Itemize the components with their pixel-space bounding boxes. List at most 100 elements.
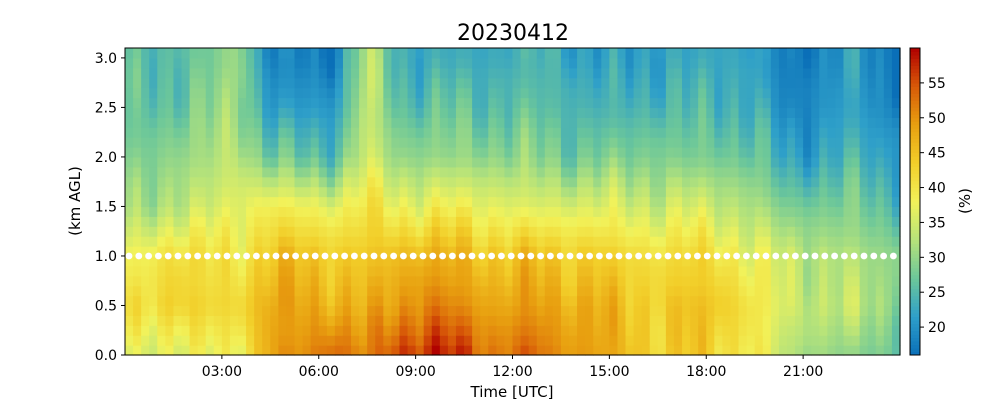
- heatmap-cell: [318, 127, 328, 138]
- heatmap-cell: [286, 335, 296, 346]
- heatmap-cell: [351, 127, 360, 138]
- heatmap-cell: [342, 107, 352, 118]
- heatmap-cell: [682, 255, 691, 267]
- heatmap-cell: [552, 255, 562, 267]
- heatmap-cell: [609, 137, 619, 148]
- heatmap-cell: [577, 275, 586, 287]
- colorbar-segment: [910, 152, 920, 157]
- heatmap-cell: [439, 186, 449, 198]
- heatmap-cell: [189, 147, 199, 158]
- heatmap-cell: [657, 196, 667, 208]
- heatmap-cell: [811, 305, 820, 316]
- heatmap-cell: [819, 137, 828, 148]
- heatmap-cells: [125, 48, 901, 356]
- heatmap-cell: [125, 325, 134, 336]
- heatmap-cell: [488, 335, 497, 346]
- heatmap-cell: [278, 137, 288, 148]
- heatmap-cell: [181, 196, 191, 208]
- heatmap-cell: [254, 335, 263, 346]
- heatmap-cell: [609, 97, 619, 109]
- heatmap-cell: [803, 67, 812, 79]
- heatmap-cell: [835, 107, 845, 118]
- heatmap-cell: [439, 166, 449, 178]
- heatmap-cell: [617, 196, 627, 208]
- heatmap-cell: [673, 107, 683, 118]
- heatmap-cell: [464, 186, 473, 198]
- heatmap-cell: [423, 166, 433, 178]
- heatmap-cell: [657, 176, 667, 188]
- heatmap-cell: [415, 295, 425, 307]
- heatmap-cell: [795, 236, 804, 247]
- heatmap-cell: [318, 77, 328, 89]
- heatmap-cell: [859, 117, 869, 128]
- heatmap-cell: [827, 196, 837, 208]
- heatmap-cell: [625, 246, 635, 257]
- heatmap-cell: [431, 67, 441, 79]
- heatmap-cell: [197, 196, 207, 208]
- heatmap-cell: [189, 156, 199, 168]
- heatmap-cell: [407, 285, 417, 297]
- heatmap-cell: [359, 97, 368, 109]
- heatmap-cell: [407, 216, 417, 227]
- heatmap-cell: [149, 265, 158, 277]
- heatmap-cell: [609, 57, 619, 69]
- heatmap-cell: [585, 127, 594, 138]
- heatmap-cell: [528, 137, 538, 148]
- marker-dot: [821, 252, 829, 260]
- heatmap-cell: [213, 87, 223, 99]
- heatmap-cell: [625, 77, 635, 89]
- colorbar-segment: [910, 131, 920, 136]
- heatmap-cell: [625, 166, 635, 178]
- heatmap-cell: [698, 196, 707, 208]
- heatmap-cell: [367, 176, 376, 188]
- heatmap-cell: [318, 216, 328, 227]
- heatmap-cell: [197, 335, 207, 346]
- heatmap-cell: [770, 305, 780, 316]
- heatmap-cell: [617, 107, 627, 118]
- heatmap-cell: [326, 117, 336, 128]
- heatmap-cell: [738, 186, 748, 198]
- heatmap-cell: [552, 335, 562, 346]
- heatmap-cell: [795, 48, 804, 59]
- heatmap-cell: [770, 127, 780, 138]
- heatmap-cell: [552, 127, 562, 138]
- heatmap-cell: [859, 226, 869, 237]
- heatmap-cell: [294, 196, 304, 208]
- colorbar-segment: [910, 177, 920, 182]
- heatmap-cell: [246, 48, 255, 59]
- heatmap-cell: [326, 216, 336, 227]
- heatmap-cell: [278, 67, 288, 79]
- heatmap-cell: [415, 325, 425, 336]
- heatmap-cell: [633, 137, 643, 148]
- heatmap-cell: [342, 77, 352, 89]
- heatmap-cell: [464, 166, 473, 178]
- heatmap-cell: [843, 345, 853, 356]
- heatmap-cell: [189, 87, 199, 99]
- heatmap-cell: [407, 325, 417, 336]
- heatmap-cell: [342, 117, 352, 128]
- heatmap-cell: [827, 97, 837, 109]
- colorbar-segment: [910, 341, 920, 346]
- heatmap-cell: [722, 67, 732, 79]
- heatmap-cell: [173, 335, 183, 346]
- heatmap-cell: [577, 246, 586, 257]
- heatmap-cell: [520, 216, 530, 227]
- heatmap-cell: [633, 127, 643, 138]
- heatmap-cell: [512, 57, 522, 69]
- heatmap-cell: [141, 48, 150, 59]
- heatmap-cell: [310, 345, 320, 356]
- heatmap-cell: [569, 255, 578, 267]
- heatmap-cell: [762, 87, 772, 99]
- heatmap-cell: [528, 265, 538, 277]
- heatmap-cell: [254, 345, 263, 356]
- heatmap-cell: [746, 305, 756, 316]
- heatmap-cell: [843, 97, 853, 109]
- heatmap-cell: [334, 345, 344, 356]
- heatmap-cell: [665, 186, 675, 198]
- heatmap-cell: [262, 295, 271, 307]
- heatmap-cell: [617, 176, 627, 188]
- heatmap-cell: [536, 305, 546, 316]
- heatmap-cell: [149, 236, 158, 247]
- heatmap-cell: [318, 166, 328, 178]
- heatmap-cell: [302, 117, 312, 128]
